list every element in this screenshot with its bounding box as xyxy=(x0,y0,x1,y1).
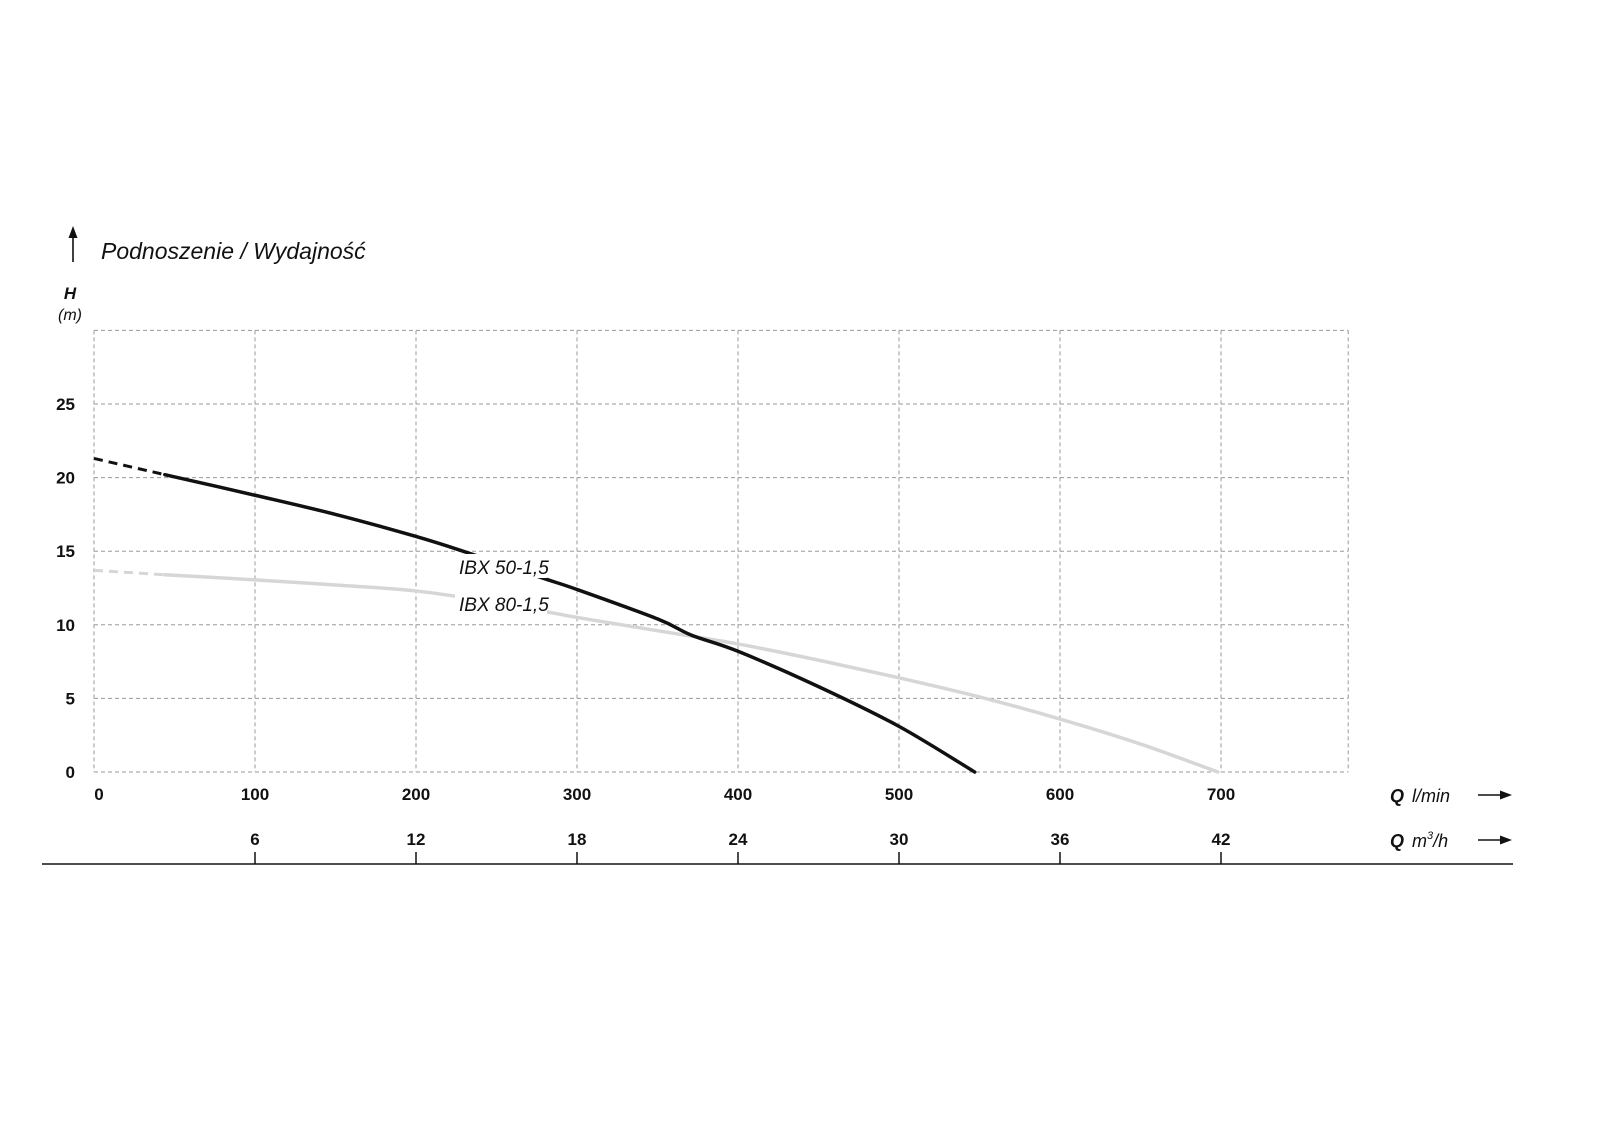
x-tick-label: 400 xyxy=(724,785,752,804)
x-axis-symbol: Q xyxy=(1390,786,1404,806)
x2-tick-label: 36 xyxy=(1051,830,1070,849)
svg-text:Q l/min: Q l/min xyxy=(1390,786,1450,806)
series-label-ibx-50: IBX 50-1,5 xyxy=(459,558,549,579)
x2-tick-label: 18 xyxy=(568,830,587,849)
title-group: Podnoszenie / Wydajność xyxy=(68,226,366,264)
x2-axis-symbol: Q xyxy=(1390,831,1404,851)
x2-tick-label: 6 xyxy=(250,830,259,849)
x2-tick-label: 12 xyxy=(407,830,426,849)
y-axis-label: H xyxy=(64,284,77,303)
up-arrow-head-icon xyxy=(68,226,78,238)
x-axis-title: Q l/min xyxy=(1390,786,1512,806)
x-tick-label: 700 xyxy=(1207,785,1235,804)
y-tick-label: 15 xyxy=(56,542,75,561)
y-axis-unit: (m) xyxy=(58,307,82,324)
right-arrow-head-icon xyxy=(1500,835,1512,845)
x-tick-label: 300 xyxy=(563,785,591,804)
series-labels: IBX 50-1,5 IBX 80-1,5 xyxy=(455,554,549,616)
x2-tick-labels: 6 12 18 24 30 36 42 xyxy=(250,830,1230,864)
series-line-extrapolated-ibx-50-1-5 xyxy=(93,457,166,477)
x-tick-label: 600 xyxy=(1046,785,1074,804)
right-arrow-head-icon xyxy=(1500,790,1512,800)
x2-tick-label: 42 xyxy=(1212,830,1231,849)
x-axis-unit: l/min xyxy=(1412,786,1450,806)
x2-tick-label: 24 xyxy=(729,830,748,849)
grid xyxy=(93,329,1349,773)
y-tick-label: 5 xyxy=(66,689,75,708)
x2-tick-label: 30 xyxy=(890,830,909,849)
x-tick-label: 200 xyxy=(402,785,430,804)
x-tick-label: 0 xyxy=(94,785,103,804)
y-tick-label: 25 xyxy=(56,395,75,414)
series-group xyxy=(93,457,1220,774)
y-tick-label: 0 xyxy=(66,763,75,782)
x-tick-label: 100 xyxy=(241,785,269,804)
x2-axis-unit: m xyxy=(1412,831,1427,851)
y-tick-label: 20 xyxy=(56,469,75,488)
series-label-ibx-80: IBX 80-1,5 xyxy=(459,595,549,616)
y-tick-labels: 0 5 10 15 20 25 xyxy=(56,395,75,782)
chart-title: Podnoszenie / Wydajność xyxy=(101,238,366,264)
x-tick-labels: 0 100 200 300 400 500 600 700 xyxy=(94,785,1235,804)
y-tick-label: 10 xyxy=(56,616,75,635)
series-line-extrapolated-ibx-80-1-5 xyxy=(93,568,165,577)
x2-axis-title: Q m3/h xyxy=(1390,830,1512,851)
x2-axis-unit-tail: /h xyxy=(1431,831,1448,851)
svg-text:Q m3/h: Q m3/h xyxy=(1390,830,1448,851)
series-line-ibx-50-1-5 xyxy=(163,472,977,774)
x-tick-label: 500 xyxy=(885,785,913,804)
x2-axis-unit-sup: 3 xyxy=(1427,830,1434,842)
